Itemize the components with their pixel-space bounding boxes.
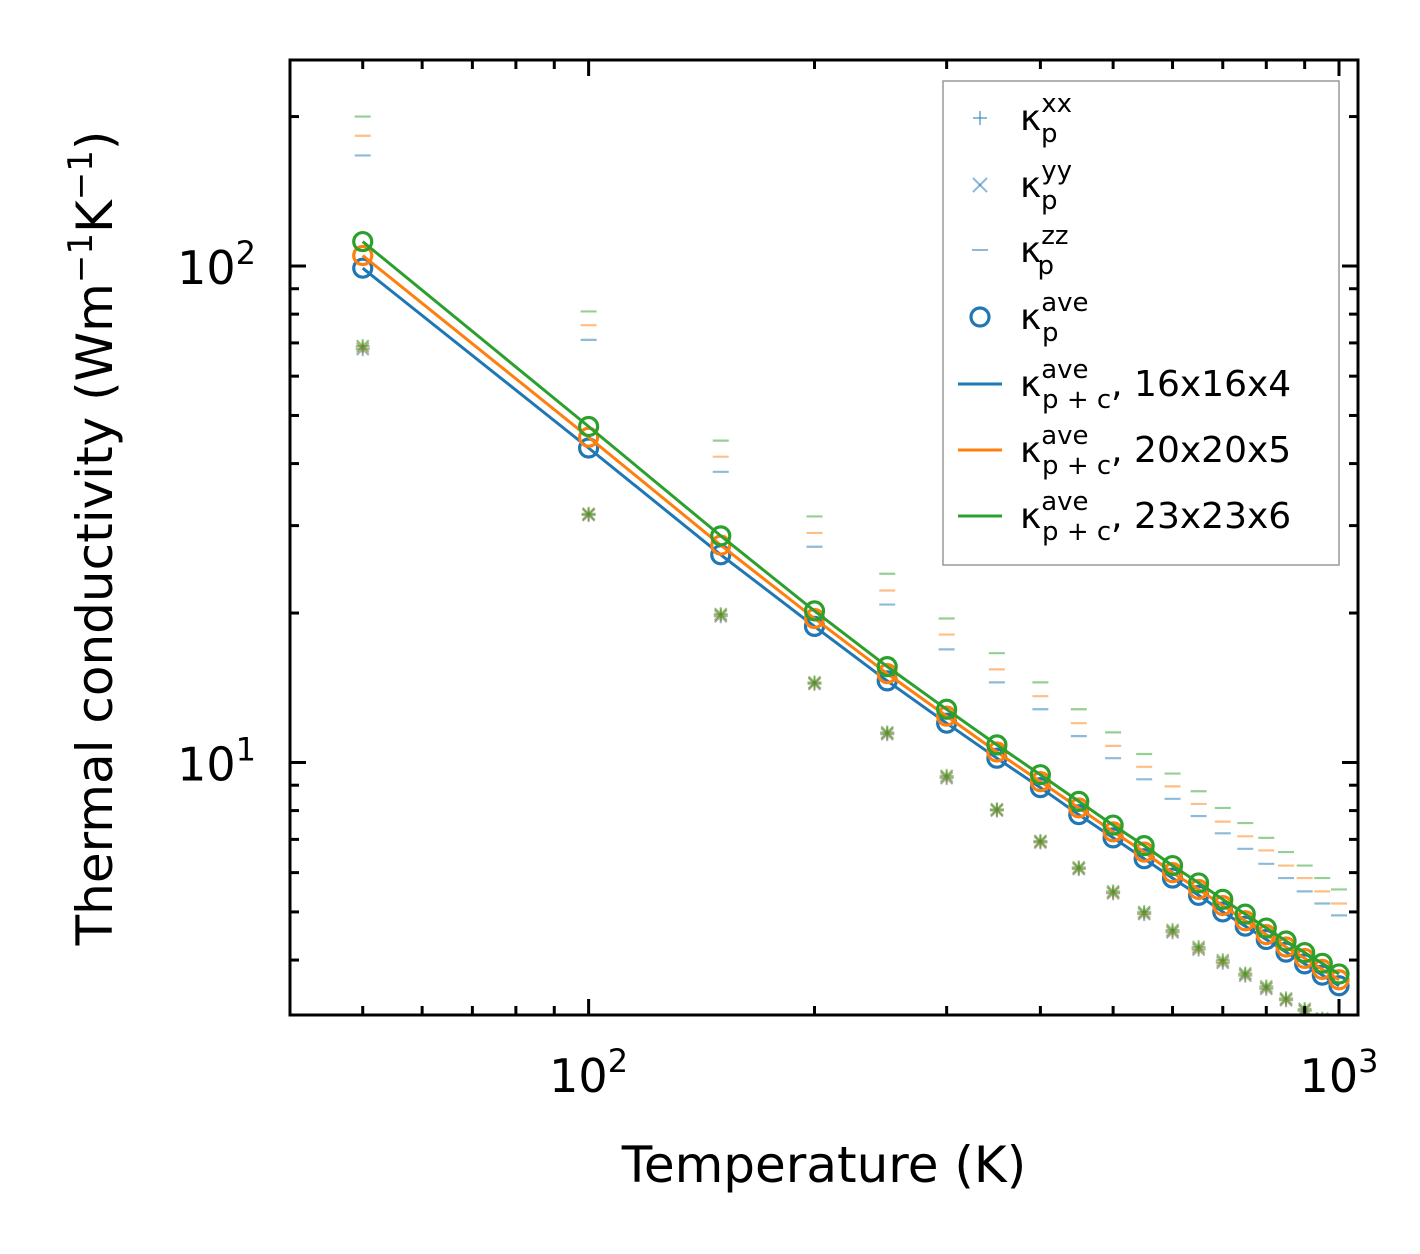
y-tick-label: 102 — [177, 234, 256, 295]
legend-marker — [969, 306, 991, 328]
kyy-point — [581, 507, 596, 521]
kave-point — [710, 525, 732, 547]
legend-label: κave p — [1020, 288, 1089, 348]
kyy-point — [807, 675, 822, 690]
plot-frame — [288, 58, 1360, 1017]
kave-point — [1029, 764, 1051, 786]
kyy-point — [1137, 905, 1151, 919]
tick-labels: 102 103 101 102 — [177, 234, 1378, 1103]
kave-point — [936, 698, 958, 720]
axis-ticks — [288, 60, 1358, 1015]
kyy-point — [1333, 1023, 1345, 1035]
kave-point — [1328, 969, 1350, 991]
legend-label: κxx p — [1020, 89, 1072, 149]
kave-point — [986, 734, 1008, 756]
kave-point — [1161, 854, 1184, 877]
x-tick-label: 103 — [1300, 1042, 1379, 1103]
kave-point — [1212, 888, 1234, 910]
legend-label: κave p + c, 16x16x4 — [1020, 355, 1291, 415]
legend-label: κyy p — [1020, 156, 1072, 216]
kave-point — [1311, 952, 1333, 974]
kyy-point — [990, 802, 1004, 816]
kyy-point — [1333, 1025, 1345, 1037]
kyy-point — [356, 339, 370, 353]
kave-point — [352, 257, 374, 279]
plot-area — [352, 115, 1350, 1037]
kpc-ave-line — [361, 254, 1340, 982]
kyy-point — [714, 607, 728, 621]
kyy-point — [1072, 860, 1086, 875]
kyy-point — [1333, 1025, 1345, 1037]
circle-icon — [969, 306, 991, 328]
kave-point — [1294, 942, 1316, 964]
kave-point — [1068, 790, 1090, 812]
kyy-point — [1106, 884, 1120, 899]
kave-point — [352, 230, 374, 253]
kave-point — [1255, 917, 1277, 939]
kave-point — [1328, 963, 1350, 985]
kave-point — [1328, 975, 1350, 997]
kave-point — [1275, 930, 1297, 952]
y-axis-title: Thermal conductivity (Wm−1K−1) — [61, 131, 124, 947]
kyy-point — [1238, 966, 1252, 981]
kave-point — [803, 600, 826, 622]
legend-label: κzz p — [1020, 221, 1069, 281]
y-tick-label: 101 — [177, 730, 256, 791]
kyy-point — [1191, 940, 1206, 954]
kyy-point — [1333, 1024, 1345, 1036]
kyy-point — [1216, 953, 1230, 967]
legend-box — [942, 80, 1340, 566]
kave-point — [876, 656, 898, 678]
x-axis-title: Temperature (K) — [621, 1136, 1026, 1194]
kyy-point — [1279, 991, 1293, 1005]
kave-point — [1188, 872, 1210, 894]
kave-point — [578, 415, 600, 438]
x-tick-label: 102 — [549, 1042, 628, 1103]
legend-label: κave p + c, 20x20x5 — [1020, 421, 1291, 481]
kave-point — [1234, 903, 1256, 925]
kyy-point — [1333, 1023, 1345, 1035]
kyy-point — [1165, 923, 1180, 937]
kyy-point — [1333, 1024, 1345, 1036]
kave-point — [1102, 814, 1124, 836]
kyy-point — [939, 769, 954, 783]
legend-label: κave p + c, 23x23x6 — [1020, 487, 1291, 547]
kyy-point — [1259, 979, 1273, 994]
x-icon — [972, 177, 988, 193]
kave-point — [352, 244, 374, 267]
kyy-point — [880, 725, 894, 740]
legend-marker — [972, 177, 988, 193]
kyy-point — [1033, 834, 1048, 848]
kave-point — [1133, 835, 1155, 857]
legend-marker — [973, 111, 987, 125]
kpc-ave-line — [361, 240, 1340, 976]
